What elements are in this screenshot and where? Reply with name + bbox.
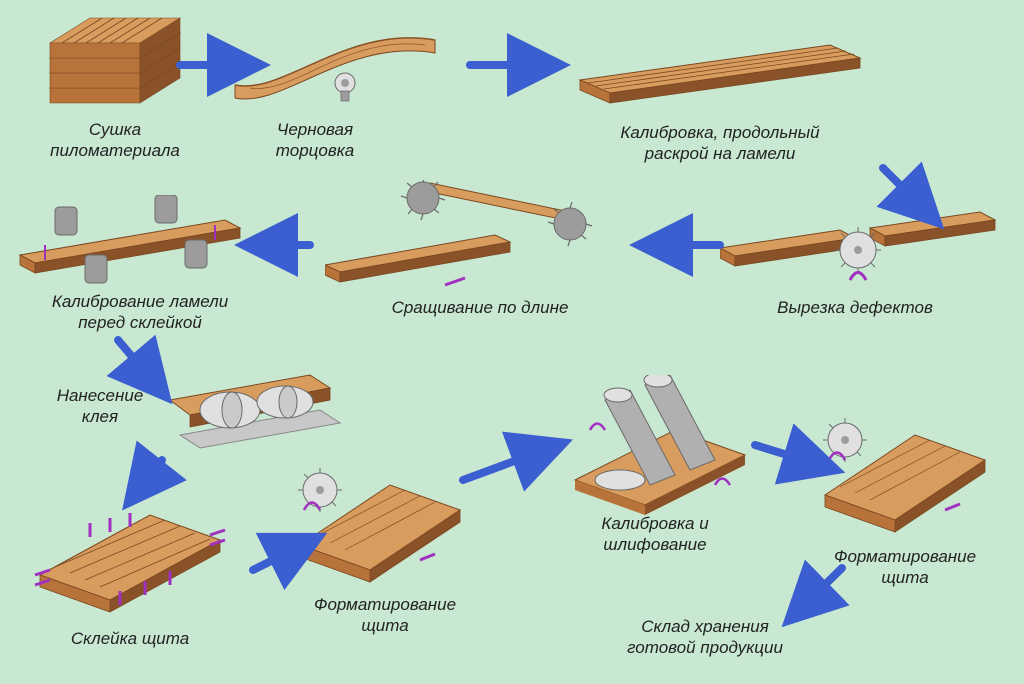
arrow-9-10 [463,445,558,480]
arrow-3-4 [883,168,933,218]
arrow-8-9 [253,540,313,570]
arrow-10-11 [755,445,830,468]
arrow-6-7 [118,340,162,392]
arrow-7-8 [132,460,162,498]
arrow-11-12 [793,568,842,616]
flow-arrows [0,0,1024,684]
